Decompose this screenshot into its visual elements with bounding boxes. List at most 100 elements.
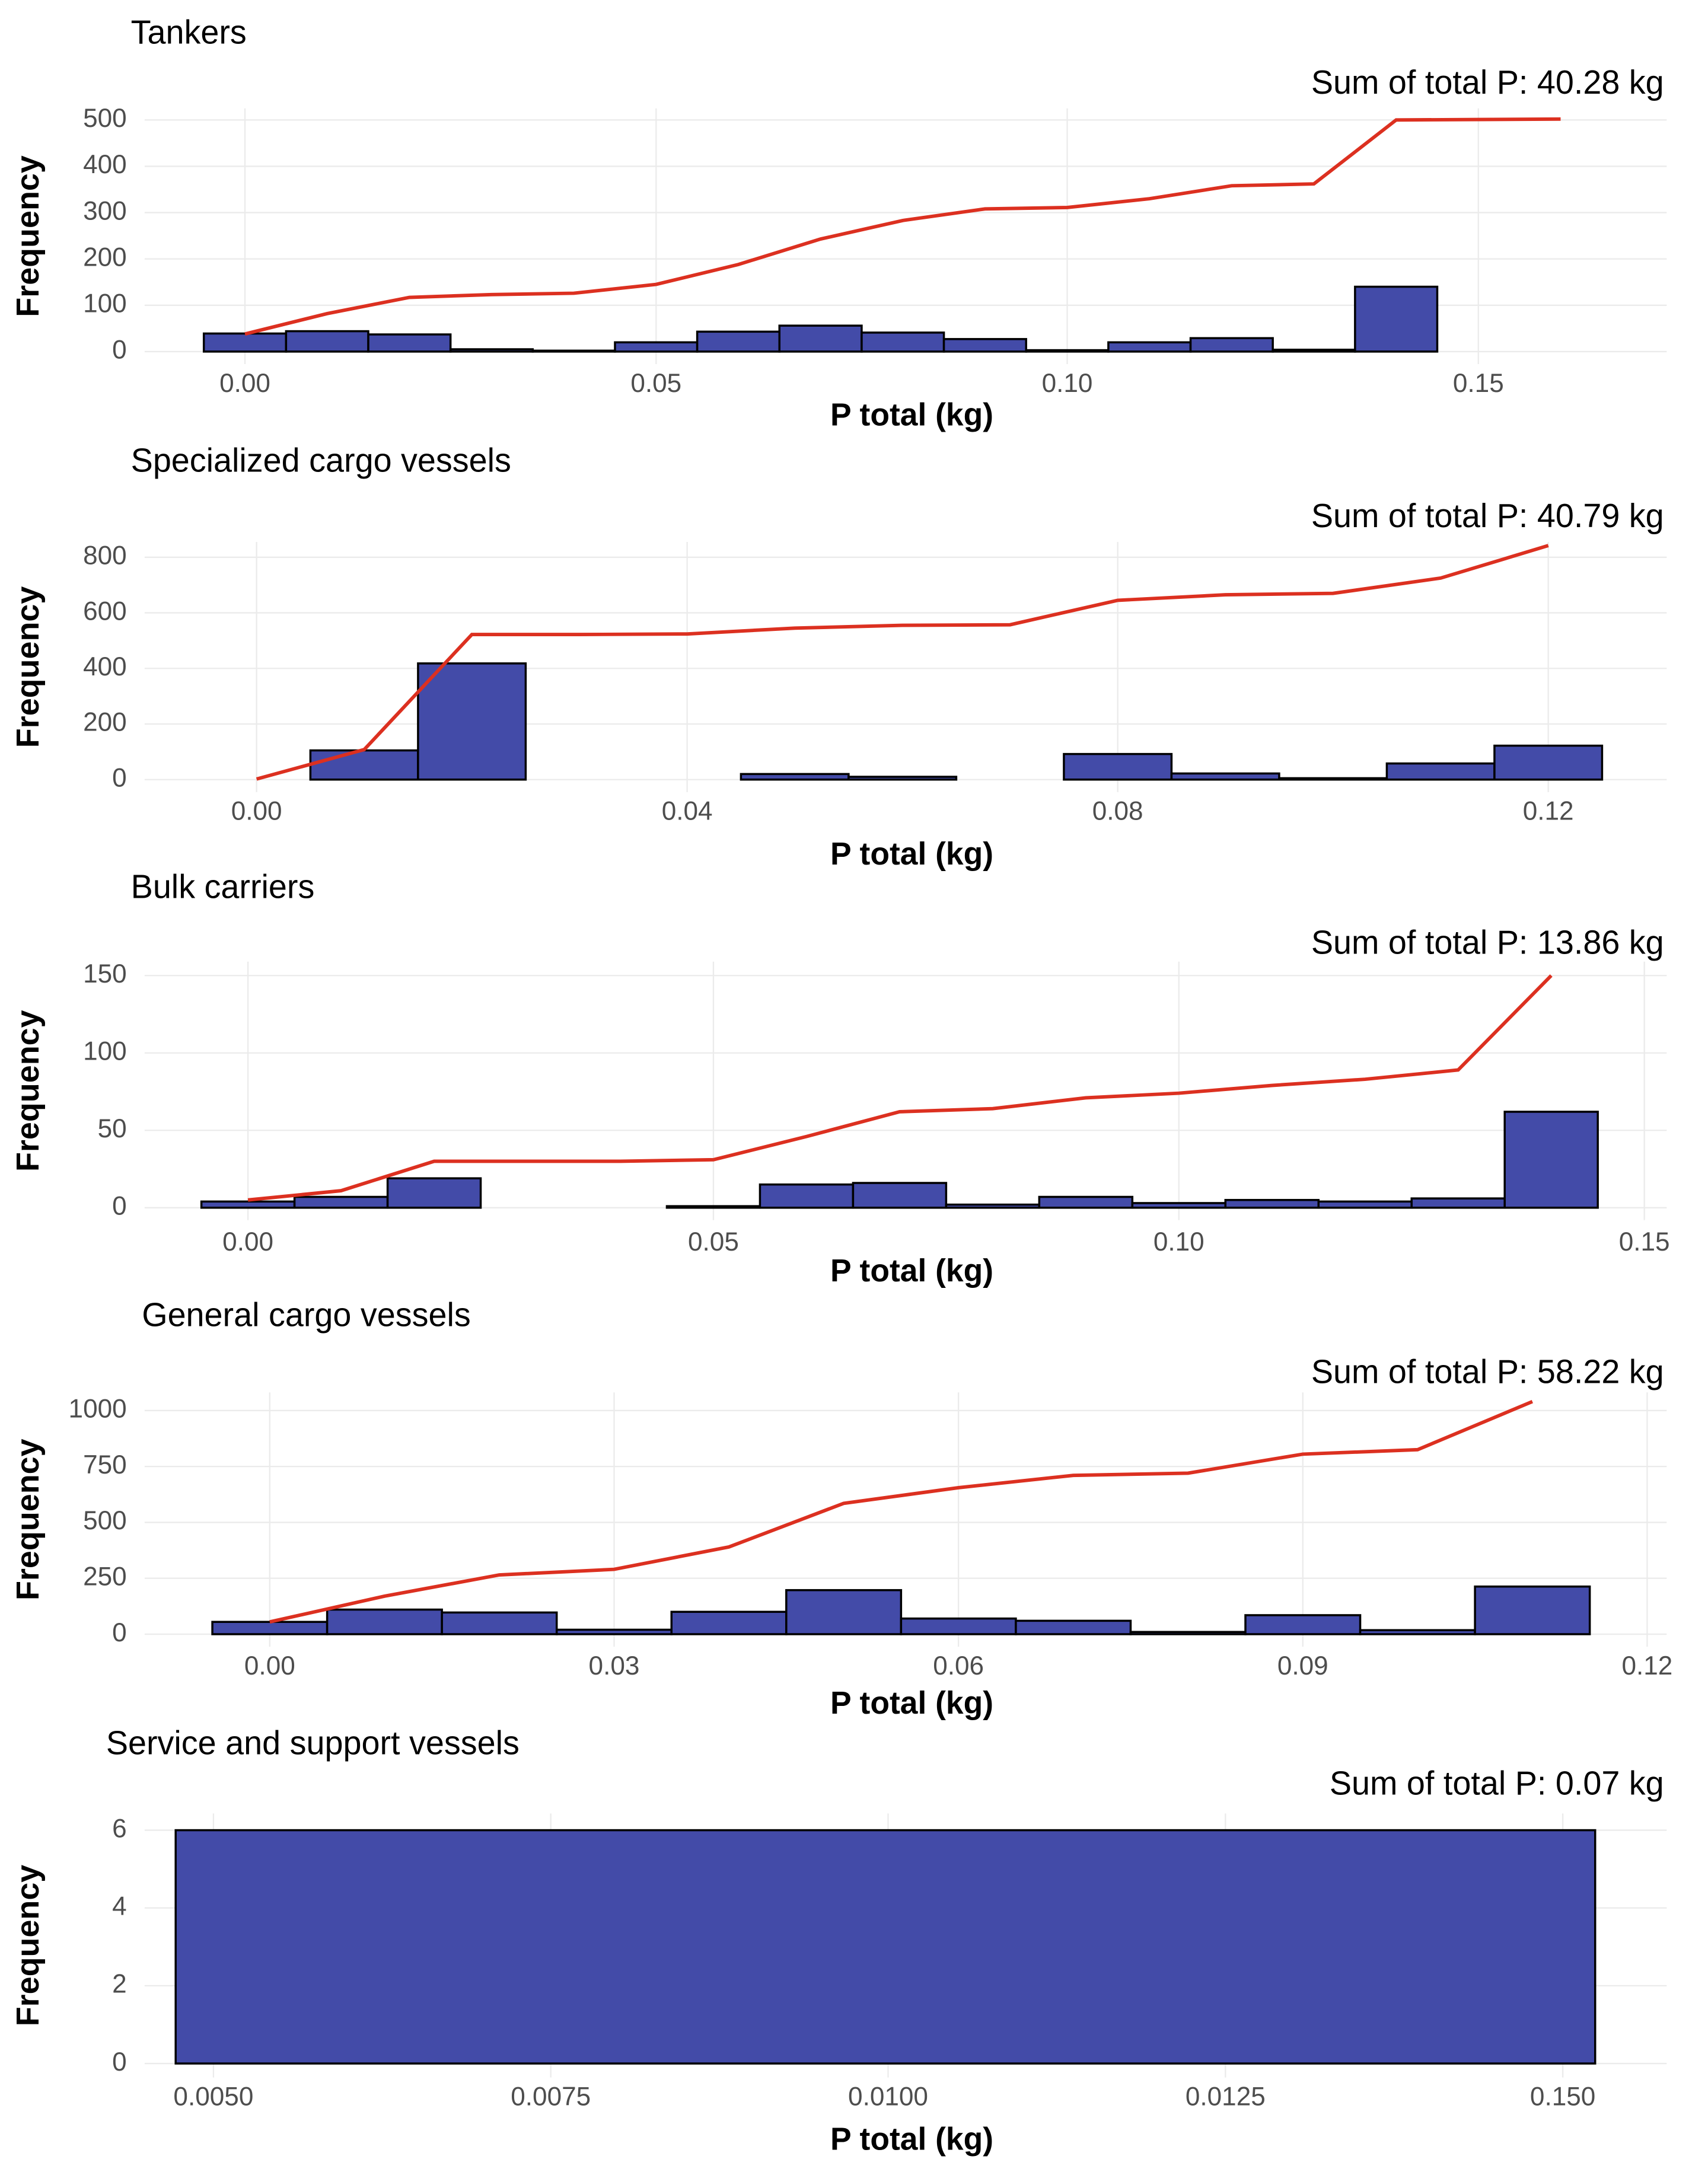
bar [1224, 1198, 1320, 1209]
bar [1278, 777, 1388, 781]
x-axis-label: P total (kg) [830, 836, 993, 872]
y-tick-label: 4 [112, 1892, 127, 1921]
x-tick-label: 0.15 [1619, 1227, 1670, 1256]
bar [1410, 1197, 1506, 1209]
bar [200, 1200, 296, 1209]
x-tick-label: 0.06 [933, 1651, 984, 1680]
bar [386, 1177, 482, 1209]
x-axis-label: P total (kg) [830, 1685, 993, 1721]
panel-title: Bulk carriers [131, 868, 315, 905]
panel-title: Service and support vessels [106, 1724, 520, 1761]
x-tick-label: 0.00 [244, 1651, 295, 1680]
bar [740, 773, 850, 781]
x-tick-label: 0.150 [1530, 2082, 1595, 2111]
cumulative-line [247, 974, 1553, 1202]
bar [861, 331, 945, 353]
x-tick-label: 0.10 [1042, 369, 1093, 398]
x-tick-label: 0.0125 [1186, 2082, 1266, 2111]
x-tick-label: 0.0100 [848, 2082, 928, 2111]
y-tick-label: 150 [83, 959, 127, 988]
y-tick-label: 6 [112, 1814, 127, 1843]
x-tick-label: 0.05 [630, 369, 681, 398]
y-axis-label: Frequency [10, 1865, 46, 2027]
x-tick-label: 0.12 [1523, 797, 1574, 826]
x-tick-label: 0.03 [589, 1651, 640, 1680]
bar [211, 1621, 329, 1635]
cumulative-line [269, 1400, 1533, 1624]
bar [778, 324, 863, 353]
x-tick-label: 0.09 [1277, 1651, 1328, 1680]
bar [1107, 341, 1192, 353]
x-tick-label: 0.0050 [173, 2082, 253, 2111]
x-tick-label: 0.05 [688, 1227, 739, 1256]
bar [1359, 1629, 1476, 1635]
bar [942, 338, 1027, 353]
bar [293, 1195, 389, 1209]
y-tick-label: 0 [112, 763, 127, 792]
y-axis-label: Frequency [10, 1439, 46, 1600]
panel-title: General cargo vessels [142, 1296, 471, 1333]
bar [614, 341, 699, 353]
bar [785, 1589, 903, 1635]
bar [670, 1610, 788, 1635]
y-tick-label: 100 [83, 289, 127, 318]
bar [1272, 349, 1356, 353]
bar [1503, 1111, 1599, 1209]
y-tick-label: 300 [83, 196, 127, 225]
cumulative-line [244, 117, 1561, 336]
y-axis-label: Frequency [10, 1010, 46, 1172]
y-tick-label: 400 [83, 150, 127, 179]
y-tick-label: 0 [112, 2047, 127, 2077]
annotation: Sum of total P: 40.28 kg [1311, 63, 1664, 101]
bar [1038, 1195, 1134, 1209]
bar [441, 1611, 558, 1635]
bar [285, 330, 369, 353]
bar [945, 1203, 1041, 1209]
x-tick-label: 0.12 [1621, 1651, 1672, 1680]
bar [531, 349, 616, 353]
bar [326, 1608, 443, 1635]
bar [847, 776, 958, 781]
bar [309, 749, 419, 781]
y-tick-label: 50 [98, 1114, 127, 1143]
x-tick-label: 0.10 [1153, 1227, 1204, 1256]
panel-title: Specialized cargo vessels [131, 441, 511, 479]
y-tick-label: 200 [83, 708, 127, 737]
y-tick-label: 500 [83, 1506, 127, 1535]
bar [1474, 1585, 1591, 1635]
bar [1244, 1614, 1362, 1635]
x-tick-label: 0.15 [1453, 369, 1504, 398]
y-tick-label: 2 [112, 1969, 127, 1998]
bar [1131, 1202, 1227, 1209]
bar [1025, 349, 1110, 353]
y-tick-label: 500 [83, 104, 127, 133]
panel-title: Tankers [131, 13, 247, 50]
bar [900, 1617, 1017, 1635]
x-tick-label: 0.08 [1092, 797, 1143, 826]
y-tick-label: 600 [83, 597, 127, 626]
x-axis-label: P total (kg) [830, 2121, 993, 2157]
y-axis-label: Frequency [10, 155, 46, 317]
annotation: Sum of total P: 13.86 kg [1311, 923, 1664, 961]
bar [1189, 337, 1274, 353]
bar [417, 662, 527, 781]
bar [555, 1628, 673, 1635]
y-tick-label: 250 [83, 1562, 127, 1591]
annotation: Sum of total P: 58.22 kg [1311, 1353, 1664, 1390]
bar [174, 1829, 1597, 2065]
y-tick-label: 100 [83, 1036, 127, 1066]
x-tick-label: 0.04 [662, 797, 713, 826]
bar [1317, 1200, 1413, 1209]
bar [202, 332, 288, 353]
x-axis-label: P total (kg) [830, 1253, 993, 1288]
y-tick-label: 0 [112, 336, 127, 365]
bar [367, 333, 452, 353]
annotation: Sum of total P: 40.79 kg [1311, 497, 1664, 534]
y-tick-label: 0 [112, 1191, 127, 1220]
annotation: Sum of total P: 0.07 kg [1330, 1764, 1664, 1801]
bar [449, 348, 534, 353]
bar [1385, 762, 1496, 781]
bar [1129, 1631, 1247, 1635]
x-tick-label: 0.00 [231, 797, 282, 826]
